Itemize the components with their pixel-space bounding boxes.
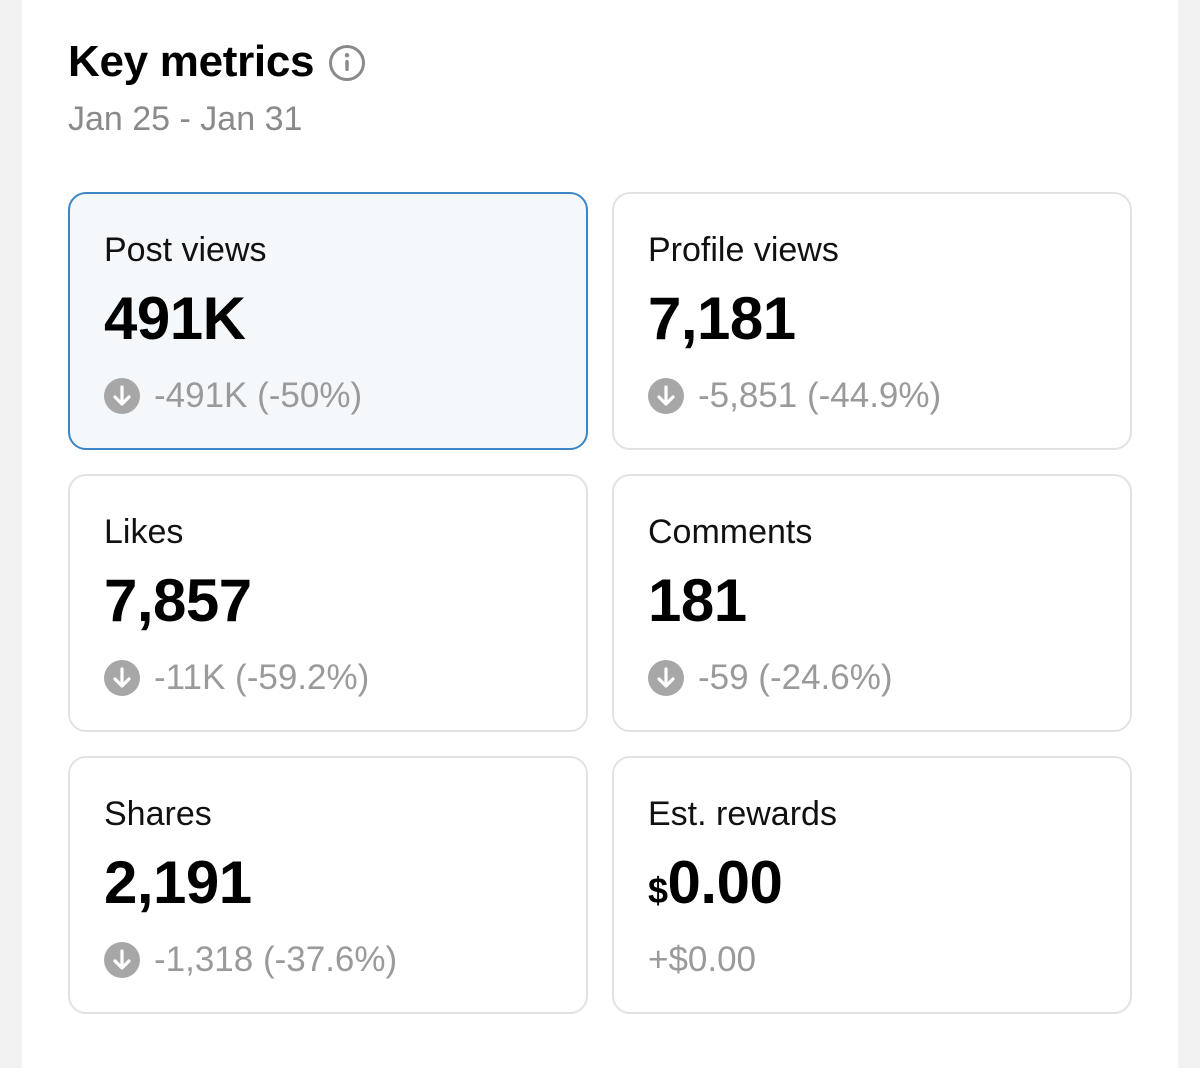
metric-card-post-views[interactable]: Post views 491K -491K (-50%) <box>68 192 588 450</box>
metric-value: 181 <box>648 567 747 634</box>
arrow-down-circle-icon <box>104 942 140 978</box>
metric-label: Profile views <box>648 231 839 269</box>
metric-value-amount: 0.00 <box>667 849 783 916</box>
metric-card-comments[interactable]: Comments 181 -59 (-24.6%) <box>612 474 1132 732</box>
metric-label: Likes <box>104 513 184 551</box>
metric-change-text: -5,851 (-44.9%) <box>698 376 942 415</box>
title-row: Key metrics <box>68 36 366 88</box>
arrow-down-circle-icon <box>104 660 140 696</box>
metric-card-shares[interactable]: Shares 2,191 -1,318 (-37.6%) <box>68 756 588 1014</box>
arrow-down-circle-icon <box>648 378 684 414</box>
metric-change-text: -491K (-50%) <box>154 376 363 415</box>
page-title: Key metrics <box>68 37 315 86</box>
metric-label: Post views <box>104 231 267 269</box>
metric-label: Shares <box>104 795 212 833</box>
metric-change-text: +$0.00 <box>648 940 757 979</box>
metric-value: $0.00 <box>648 848 783 926</box>
metric-card-est-rewards[interactable]: Est. rewards $0.00 +$0.00 <box>612 756 1132 1014</box>
metric-label: Comments <box>648 513 813 551</box>
metric-change: -5,851 (-44.9%) <box>648 376 941 416</box>
metric-change: -1,318 (-37.6%) <box>104 940 397 980</box>
metric-change: -491K (-50%) <box>104 376 362 416</box>
info-circle-icon[interactable] <box>328 44 366 82</box>
date-range: Jan 25 - Jan 31 <box>68 100 303 138</box>
arrow-down-circle-icon <box>648 660 684 696</box>
metric-card-profile-views[interactable]: Profile views 7,181 -5,851 (-44.9%) <box>612 192 1132 450</box>
metric-value: 7,857 <box>104 567 252 634</box>
currency-symbol: $ <box>648 870 668 911</box>
metric-change-text: -1,318 (-37.6%) <box>154 940 398 979</box>
metric-label: Est. rewards <box>648 795 837 833</box>
metric-change: +$0.00 <box>648 940 756 980</box>
metric-change: -11K (-59.2%) <box>104 658 369 698</box>
metric-card-likes[interactable]: Likes 7,857 -11K (-59.2%) <box>68 474 588 732</box>
metric-change: -59 (-24.6%) <box>648 658 893 698</box>
metric-value: 7,181 <box>648 285 796 352</box>
metric-value: 491K <box>104 285 246 352</box>
metric-change-text: -11K (-59.2%) <box>154 658 370 697</box>
metric-change-text: -59 (-24.6%) <box>698 658 893 697</box>
metric-value: 2,191 <box>104 849 252 916</box>
key-metrics-panel: Key metrics Jan 25 - Jan 31 Post views 4… <box>22 0 1178 1068</box>
arrow-down-circle-icon <box>104 378 140 414</box>
